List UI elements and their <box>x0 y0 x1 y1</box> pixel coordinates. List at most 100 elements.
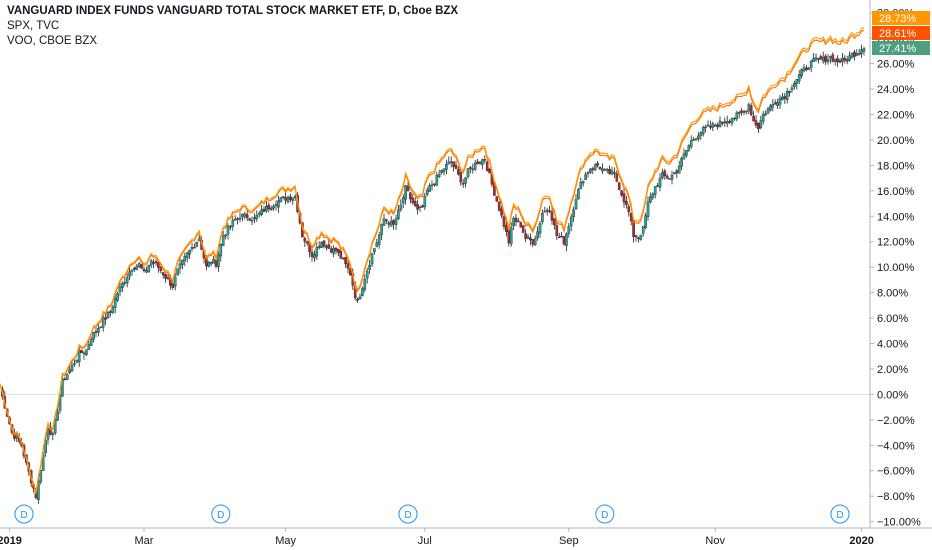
candle-body <box>99 326 103 328</box>
candle-body <box>831 54 835 62</box>
candle-body <box>548 210 551 213</box>
candle-body <box>373 248 376 253</box>
candle-body <box>303 237 307 242</box>
candle-body <box>793 83 796 87</box>
candle-body <box>778 97 782 105</box>
candle-body <box>469 167 472 169</box>
x-tick-label: Mar <box>135 535 154 547</box>
y-tick-label: −10.00% <box>877 517 921 529</box>
candle-body <box>728 121 731 123</box>
candle-body <box>435 174 439 186</box>
candle-body <box>785 91 789 101</box>
candle-body <box>639 234 643 240</box>
candle-body <box>459 172 463 183</box>
candle-body <box>466 168 470 177</box>
candle-body <box>109 311 112 313</box>
candle-body <box>713 125 717 127</box>
candle-body <box>428 185 431 192</box>
candle-body <box>325 245 328 248</box>
candle-body <box>596 163 599 166</box>
y-tick-label: −6.00% <box>877 466 915 478</box>
candle-body <box>341 257 345 260</box>
candle-body <box>231 220 235 227</box>
candle-body <box>819 56 823 60</box>
candle-body <box>699 132 703 136</box>
candle-body <box>317 246 321 248</box>
x-tick-label: 2019 <box>0 535 22 547</box>
candle-body <box>437 174 441 177</box>
candle-body <box>601 168 604 172</box>
candle-body <box>149 260 153 266</box>
candle-body <box>207 262 211 267</box>
candle-body <box>334 247 338 252</box>
candle-body <box>718 120 722 127</box>
candle-body <box>166 277 170 279</box>
candle-body <box>809 60 813 68</box>
candle-body <box>658 177 662 188</box>
candle-body <box>224 234 227 237</box>
candle-body <box>375 242 379 248</box>
candle-body <box>711 123 715 128</box>
candle-body <box>610 170 614 175</box>
candle-body <box>814 57 818 61</box>
candle-body <box>104 317 107 320</box>
candle-body <box>661 172 664 178</box>
candle-body <box>593 164 597 171</box>
candle-body <box>118 286 122 293</box>
candle-body <box>742 111 746 113</box>
legend-etf-label[interactable]: VANGUARD INDEX FUNDS VANGUARD TOTAL STOC… <box>7 5 459 17</box>
candle-body <box>154 261 158 264</box>
candle-body <box>106 312 110 319</box>
candle-body <box>267 204 271 210</box>
candle-body <box>329 248 333 253</box>
candle-body <box>370 253 374 265</box>
candle-body <box>471 168 475 171</box>
candle-body <box>555 225 559 236</box>
candle-body <box>617 182 621 190</box>
candle-body <box>313 254 316 259</box>
candle-body <box>723 121 727 123</box>
candle-body <box>524 233 527 239</box>
y-tick-label: −8.00% <box>877 491 915 503</box>
candle-body <box>58 395 62 411</box>
candle-body <box>56 411 59 421</box>
candle-body <box>94 331 98 333</box>
candle-body <box>682 153 686 159</box>
candle-body <box>385 219 388 222</box>
candle-body <box>77 350 81 363</box>
candle-body <box>346 263 350 269</box>
candle-body <box>598 167 602 170</box>
candle-body <box>574 199 578 210</box>
candle-body <box>752 115 755 122</box>
candle-body <box>781 96 784 100</box>
dividend-marker-label: D <box>20 510 27 521</box>
candle-body <box>824 55 827 63</box>
y-tick-label: 26.00% <box>877 59 915 71</box>
voo-line <box>0 29 865 495</box>
legend-voo-label[interactable]: VOO, CBOE BZX <box>7 35 98 47</box>
candle-body <box>704 126 707 129</box>
candle-body <box>248 218 251 221</box>
candle-body <box>416 204 419 210</box>
x-tick-label: Jul <box>418 535 432 547</box>
candle-body <box>735 112 739 120</box>
candle-body <box>697 135 700 140</box>
candle-body <box>97 328 100 333</box>
candle-body <box>255 215 259 220</box>
x-tick-label: Sep <box>559 535 579 547</box>
x-tick-label: Nov <box>705 535 725 547</box>
legend-spx-label[interactable]: SPX, TVC <box>7 20 60 32</box>
candle-body <box>538 223 542 234</box>
candle-body <box>135 265 139 270</box>
candle-body <box>709 126 712 128</box>
candle-body <box>65 374 69 380</box>
candle-body <box>692 139 695 141</box>
candle-body <box>557 236 561 239</box>
dividend-marker <box>830 504 850 524</box>
candle-body <box>241 214 244 218</box>
candle-body <box>142 268 146 271</box>
candle-body <box>759 120 763 128</box>
candle-body <box>209 262 213 265</box>
candle-body <box>521 225 525 233</box>
